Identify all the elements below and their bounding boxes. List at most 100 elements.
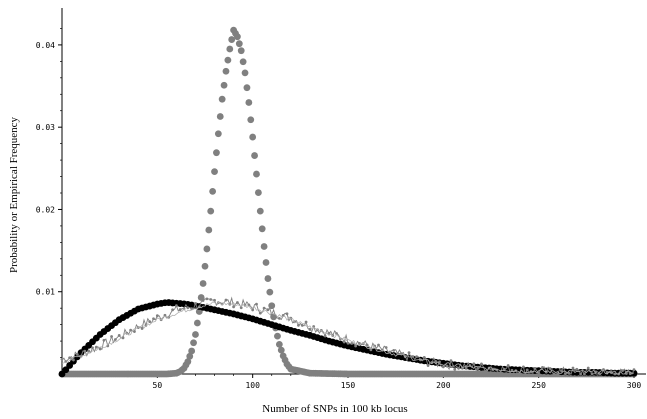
series-point-gray-small [541,365,544,369]
series-point-gray-small [258,311,262,315]
series-point-gray-small [91,346,94,350]
series-point-gray-small [224,298,228,302]
series-point-gray [245,99,253,106]
series-point-gray-small [583,372,586,376]
series-point-gray-small [449,359,453,363]
series-point-gray-small [365,343,369,347]
series-point-gray-small [598,372,602,376]
series-point-gray-small [255,302,258,306]
series-point-gray [258,225,266,233]
series-point-gray-small [354,344,358,348]
series-point-gray-small [502,367,506,371]
series-point-gray [203,245,211,253]
series-point-gray [239,58,247,66]
series-point-gray-small [563,372,567,376]
y-tick-label: 0.04 [36,41,55,50]
series-point-gray [218,95,226,103]
series-point-gray-small [163,313,167,317]
series-point-gray-small [129,328,133,332]
series-point-gray-small [560,369,563,373]
series-point-gray [251,152,258,159]
series-point-gray [216,113,224,120]
series-point-gray [224,56,232,64]
series-point-gray-small [300,324,304,327]
series-point-gray [277,346,285,354]
series-point-gray-small [266,308,270,312]
series-point-gray-small [152,317,155,321]
series-point-gray [235,40,243,48]
series-point-gray [190,339,197,347]
series-point-gray [247,116,255,124]
series-point-gray [241,69,249,77]
series-point-gray-small [155,314,159,318]
x-axis-label: Number of SNPs in 100 kb locus [262,403,407,415]
series-point-gray [274,332,281,340]
series-point-gray-small [628,372,632,376]
series-point-gray [266,288,274,296]
series-point-gray [201,262,209,270]
series-point-gray-small [586,366,590,370]
series-point-gray-small [87,349,91,353]
series-point-gray-small [213,298,216,302]
series-point-gray [222,67,230,75]
series-point-gray [228,36,236,43]
series-point-gray-small [201,299,205,302]
series-point-gray-small [83,349,87,353]
series-point-gray-small [613,372,617,376]
series-point-gray-small [472,362,476,366]
series-point-gray-small [285,312,289,316]
series-point-gray-small [621,369,624,373]
series-point-gray [184,358,192,366]
series-point-gray [209,187,217,195]
series-point-gray [275,340,283,348]
series-point-gray-small [476,367,480,370]
series-point-gray [213,149,220,157]
series-point-gray-small [552,372,556,376]
series-point-gray-small [251,308,255,312]
series-point-gray-small [171,308,174,312]
series-point-gray-small [304,320,308,324]
series-point-gray [211,168,218,176]
series-point-gray-small [434,359,438,363]
series-point-gray-small [72,358,75,362]
series-point-gray [192,331,199,338]
series-point-gray-small [98,347,102,351]
series-point-gray [199,280,207,287]
series-point-gray-small [342,340,346,344]
series-point-gray-small [392,348,396,352]
series-point-gray-small [571,366,575,370]
series-point-gray-small [277,316,281,320]
x-tick-label: 250 [531,381,546,390]
series-point-gray-small [68,356,72,360]
series-point-gray-small [94,345,98,349]
series-point-gray-small [190,307,194,311]
series-point-gray-small [194,302,197,305]
series-point-gray-small [205,297,209,301]
series-point-gray-small [445,364,449,368]
series-point-gray-small [522,365,525,369]
series-point-gray-small [335,332,338,335]
y-tick-label: 0.03 [36,123,55,132]
series-point-gray-small [60,357,64,361]
series-point-gray [214,130,222,138]
series-point-gray [226,45,234,53]
series-point-gray-small [312,325,316,328]
series-point-gray-small [525,368,529,372]
series-point-gray-small [178,308,182,311]
series-point-gray-small [232,305,236,309]
series-point-gray-small [140,327,144,330]
series-point-gray-small [308,327,312,331]
series-point-gray-small [632,368,636,372]
x-tick-label: 150 [341,381,356,390]
series-point-gray-small [518,371,521,375]
series-point-gray [220,81,228,89]
series-point-gray-small [579,372,583,376]
series-point-gray [262,259,270,266]
series-point-gray-small [422,355,426,359]
series-point-gray-small [323,334,327,338]
series-point-gray-small [438,360,441,364]
series-point-gray [254,189,262,196]
series-point-gray [186,352,194,360]
